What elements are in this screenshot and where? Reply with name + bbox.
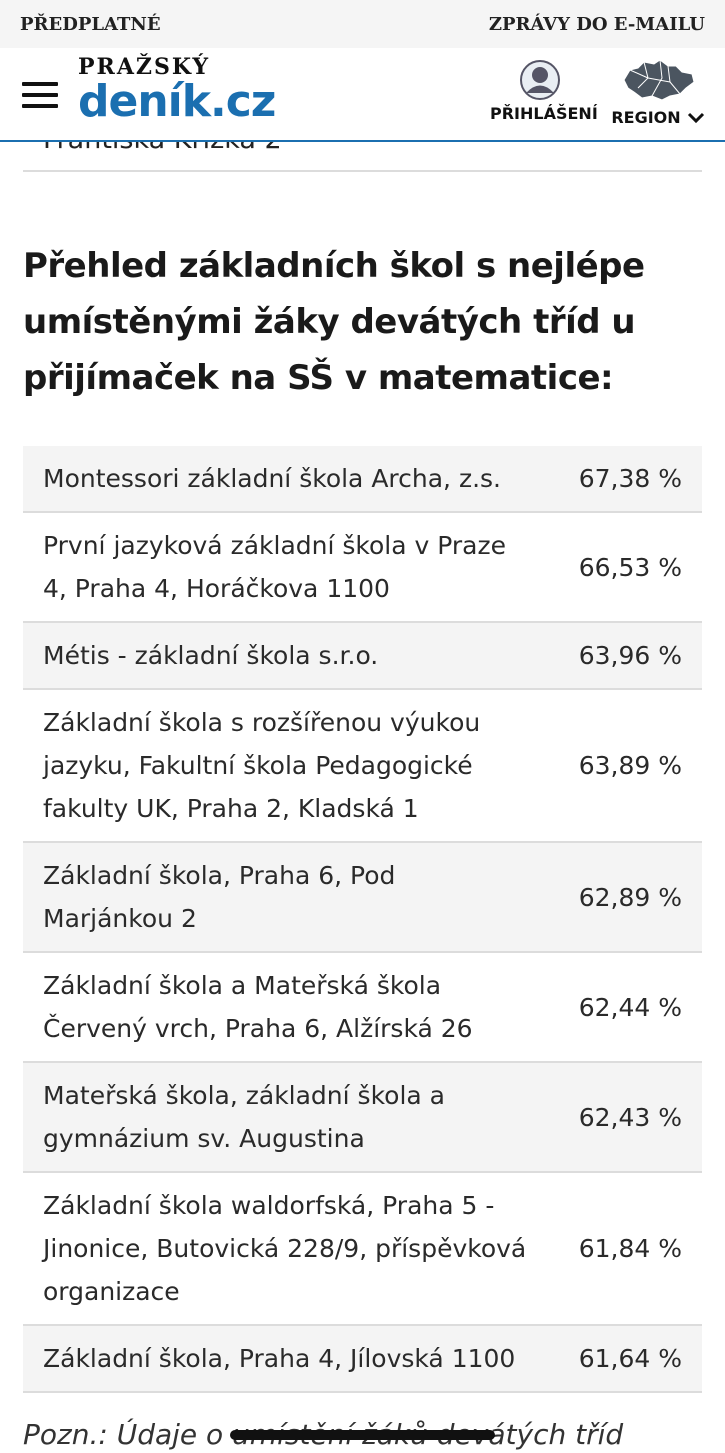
school-score: 62,89 %: [578, 882, 682, 912]
user-icon: [520, 60, 560, 100]
region-label: REGION: [611, 108, 681, 127]
previous-row-text: Františka Křížka 2: [43, 142, 282, 155]
school-name: První jazyková základní škola v Praze 4,…: [43, 531, 506, 603]
school-score: 66,53 %: [578, 552, 682, 582]
school-score: 62,43 %: [578, 1102, 682, 1132]
previous-table-row: Františka Křížka 2: [23, 142, 702, 172]
czech-map-icon: [623, 59, 695, 101]
newsletter-link[interactable]: ZPRÁVY DO E-MAILU: [488, 13, 705, 35]
logo-city: PRAŽSKÝ: [78, 54, 211, 80]
school-name: Mateřská škola, základní škola a gymnázi…: [43, 1081, 445, 1153]
school-score: 67,38 %: [578, 464, 682, 493]
login-button[interactable]: PŘIHLÁŠENÍ: [490, 60, 598, 123]
school-name: Métis - základní škola s.r.o.: [43, 641, 379, 670]
table-row: Základní škola s rozšířenou výukou jazyk…: [23, 690, 702, 843]
school-name: Základní škola waldorfská, Praha 5 - Jin…: [43, 1191, 527, 1306]
school-name: Základní škola a Mateřská škola Červený …: [43, 971, 473, 1043]
table-row: Základní škola, Praha 6, Pod Marjánkou 2…: [23, 843, 702, 953]
school-score: 63,96 %: [578, 641, 682, 670]
school-score: 62,44 %: [578, 992, 682, 1022]
school-score: 63,89 %: [578, 751, 682, 780]
school-score: 61,64 %: [578, 1344, 682, 1373]
table-row: Základní škola a Mateřská škola Červený …: [23, 953, 702, 1063]
school-score: 61,84 %: [578, 1234, 682, 1263]
region-label-row: REGION: [610, 108, 706, 127]
chevron-down-icon: [687, 112, 704, 123]
school-name: Montessori základní škola Archa, z.s.: [43, 464, 501, 493]
top-utility-bar: PŘEDPLATNÉ ZPRÁVY DO E-MAILU: [0, 0, 725, 48]
logo-brand: deník.cz: [78, 76, 276, 127]
school-name: Základní škola s rozšířenou výukou jazyk…: [43, 708, 481, 823]
table-row: Základní škola, Praha 4, Jílovská 1100 6…: [23, 1326, 702, 1393]
table-row: Métis - základní škola s.r.o. 63,96 %: [23, 623, 702, 690]
school-name: Základní škola, Praha 4, Jílovská 1100: [43, 1344, 516, 1373]
site-header: PRAŽSKÝ deník.cz PŘIHLÁŠENÍ REGION: [0, 48, 725, 142]
region-selector[interactable]: REGION: [610, 58, 706, 127]
table-row: První jazyková základní škola v Praze 4,…: [23, 513, 702, 623]
schools-table: Montessori základní škola Archa, z.s. 67…: [23, 446, 702, 1393]
school-name: Základní škola, Praha 6, Pod Marjánkou 2: [43, 861, 396, 933]
menu-icon[interactable]: [22, 82, 58, 108]
section-heading: Přehled základních škol s nejlépe umístě…: [23, 246, 645, 398]
home-indicator[interactable]: [230, 1430, 495, 1440]
table-row: Mateřská škola, základní škola a gymnázi…: [23, 1063, 702, 1173]
login-label: PŘIHLÁŠENÍ: [490, 104, 598, 123]
table-row: Základní škola waldorfská, Praha 5 - Jin…: [23, 1173, 702, 1326]
site-logo[interactable]: PRAŽSKÝ deník.cz: [78, 54, 276, 127]
subscription-link[interactable]: PŘEDPLATNÉ: [20, 13, 161, 35]
table-row: Montessori základní škola Archa, z.s. 67…: [23, 446, 702, 513]
